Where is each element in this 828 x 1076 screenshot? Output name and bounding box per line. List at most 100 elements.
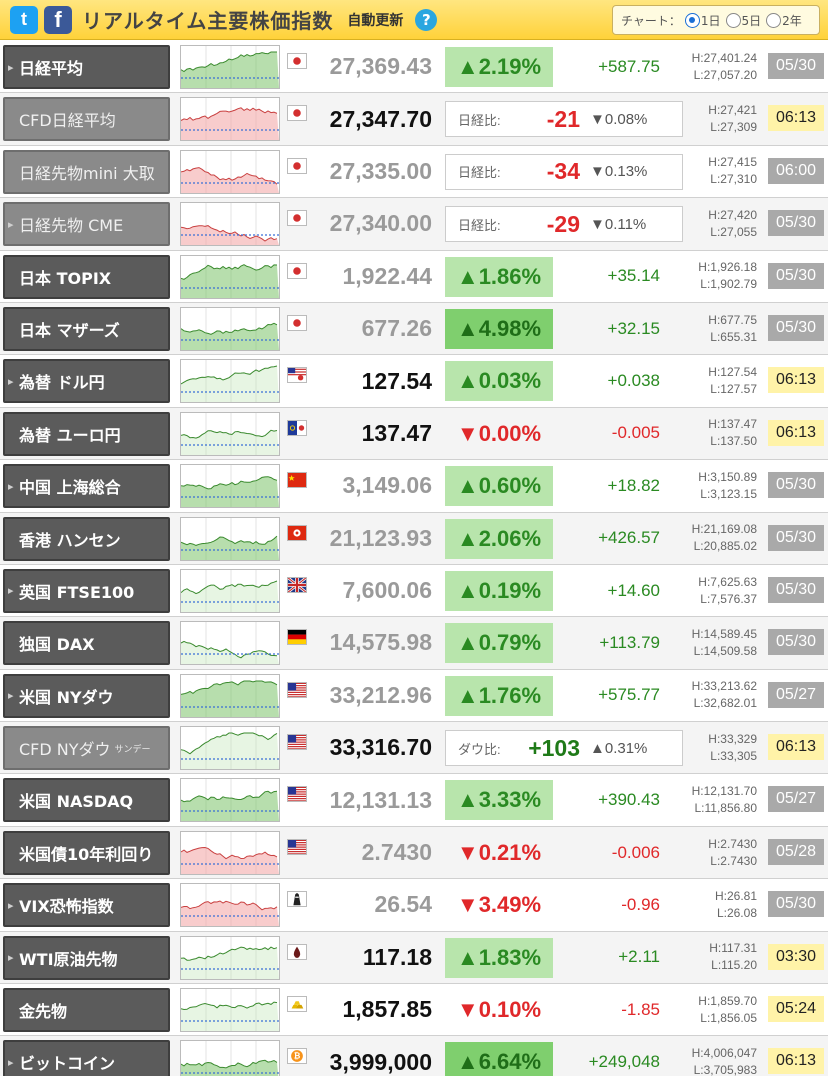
high-low: H:3,150.89 L:3,123.15: [665, 469, 757, 503]
twitter-icon[interactable]: t: [10, 5, 38, 34]
mini-chart[interactable]: [180, 149, 281, 195]
mini-chart[interactable]: [180, 45, 281, 90]
index-row[interactable]: 香港 ハンセン 21,123.93 ▲2.06% +426.57 H:21,169.08…: [0, 512, 828, 565]
mini-chart[interactable]: [180, 464, 281, 510]
high-value: H:21,169.08: [691, 522, 757, 537]
change-value: +0.038: [607, 371, 660, 391]
index-name-button[interactable]: 日本 マザーズ: [3, 306, 170, 351]
index-row[interactable]: 米国 NYダウ33,212.96▲1.76%+575.77H:33,213.62…: [0, 670, 828, 723]
index-row[interactable]: 英国 FTSE1007,600.06▲0.19%+14.60H:7,625.63…: [0, 565, 828, 618]
svg-text:₿: ₿: [294, 1052, 301, 1061]
index-name-button[interactable]: CFD日経平均: [3, 97, 170, 142]
index-name-button[interactable]: VIX恐怖指数: [3, 883, 170, 928]
index-row[interactable]: 日経先物 CME 27,340.00 日経比: -29 ▼0.11% H:27,420 L:…: [0, 198, 828, 251]
index-row[interactable]: 米国 NASDAQ 12,131.13 ▲3.33% +390.43 H:12,131.…: [0, 774, 828, 827]
index-name-button[interactable]: 為替 ユーロ円: [3, 411, 170, 456]
mini-chart[interactable]: [180, 254, 281, 300]
mini-chart[interactable]: [180, 935, 281, 981]
index-row[interactable]: WTI原油先物 117.18 ▲1.83% +2.11 H:117.31 L:115.20…: [0, 931, 828, 985]
high-value: H:27,415: [708, 155, 757, 170]
radio-icon[interactable]: [766, 12, 782, 28]
mini-chart[interactable]: [180, 988, 281, 1034]
radio-icon[interactable]: [725, 12, 741, 28]
index-name-button[interactable]: 為替 ドル円: [3, 359, 170, 404]
cfd-comparison-label: 日経比:: [458, 217, 501, 233]
mini-chart[interactable]: [180, 726, 281, 772]
index-name-button[interactable]: ビットコイン: [3, 1040, 170, 1076]
index-name: 為替 ユーロ円: [19, 425, 121, 445]
chart-period-5d-radio[interactable]: 5日: [725, 12, 761, 29]
index-name-button[interactable]: 日本 TOPIX: [3, 254, 170, 299]
high-value: H:2.7430: [708, 836, 757, 851]
mini-chart[interactable]: [180, 516, 281, 562]
index-name-button[interactable]: WTI原油先物: [3, 935, 170, 980]
change-percent-badge: ▲0.79%: [445, 623, 553, 664]
index-row[interactable]: ビットコイン₿3,999,000▲6.64%+249,048H:4,006,04…: [0, 1036, 828, 1076]
us-flag-icon: [287, 786, 307, 803]
chart-period-1d-radio[interactable]: 1日: [684, 12, 721, 29]
index-name-button[interactable]: 金先物: [3, 988, 170, 1033]
high-value: H:7,625.63: [698, 574, 757, 589]
price-value: 1,922.44: [342, 262, 432, 289]
auto-update-label: 自動更新: [347, 12, 404, 29]
chart-period-2y-radio[interactable]: 2年: [766, 12, 802, 29]
index-row[interactable]: 為替 ドル円 127.54 ▲0.03% +0.038 H:127.54 L:127.57…: [0, 355, 828, 408]
change-percent-badge: ▼3.49%: [456, 892, 542, 918]
price-value: 677.26: [361, 315, 432, 342]
low-value: L:137.50: [710, 434, 757, 449]
price-value: 3,999,000: [329, 1048, 432, 1075]
index-name-button[interactable]: CFD NYダウ サンデー: [3, 726, 170, 771]
high-low: H:21,169.08 L:20,885.02: [665, 521, 757, 555]
cfd-diff-percent: ▲0.31%: [590, 739, 648, 757]
index-row[interactable]: 日経平均 27,369.43 ▲2.19% +587.75 H:27,401.24 L:2…: [0, 41, 828, 94]
index-row[interactable]: 為替 ユーロ円 137.47 ▼0.00% -0.005 H:137.47 L:137.5…: [0, 407, 828, 461]
mini-chart[interactable]: [180, 568, 281, 614]
low-value: L:27,055: [710, 224, 757, 239]
index-name-button[interactable]: 米国 NYダウ: [3, 673, 170, 718]
index-name-button[interactable]: 中国 上海総合: [3, 464, 170, 509]
index-name-button[interactable]: 日経先物 CME: [3, 202, 170, 247]
high-value: H:1,859.70: [698, 993, 757, 1008]
index-name-button[interactable]: 日経先物mini 大取: [3, 149, 170, 194]
index-row[interactable]: 中国 上海総合 3,149.06 ▲0.60% +18.82 H:3,150.89 L:3…: [0, 460, 828, 513]
mini-chart[interactable]: [180, 306, 281, 352]
index-name-button[interactable]: 米国 NASDAQ: [3, 778, 170, 823]
mini-chart[interactable]: [180, 673, 281, 719]
index-name-button[interactable]: 日経平均: [3, 45, 170, 89]
index-row[interactable]: 独国 DAX 14,575.98 ▲0.79% +113.79 H:14,589.45 L…: [0, 617, 828, 670]
mini-chart[interactable]: [180, 883, 281, 929]
index-name: 米国 NYダウ: [19, 687, 114, 707]
index-row[interactable]: 日本 マザーズ 677.26 ▲4.98% +32.15 H:677.75 L:655.3…: [0, 302, 828, 356]
mini-chart[interactable]: [180, 1040, 281, 1076]
mini-chart[interactable]: [180, 830, 281, 876]
mini-chart[interactable]: [180, 621, 281, 667]
cfd-comparison-label: 日経比:: [458, 112, 501, 128]
index-row[interactable]: 日経先物mini 大取 27,335.00 日経比: -34 ▼0.13% H:27,41…: [0, 146, 828, 199]
mini-chart[interactable]: [180, 411, 281, 457]
mini-chart[interactable]: [180, 778, 281, 824]
index-name-button[interactable]: 米国債10年利回り: [3, 830, 170, 875]
high-low: H:12,131.70 L:11,856.80: [665, 783, 757, 817]
high-low: H:7,625.63 L:7,576.37: [665, 574, 757, 608]
mini-chart[interactable]: [180, 359, 281, 405]
index-row[interactable]: 米国債10年利回り 2.7430 ▼0.21% -0.006 H:2.7430 L:2.7…: [0, 826, 828, 880]
index-row[interactable]: CFD日経平均 27,347.70 日経比: -21 ▼0.08% H:27,421 L:2…: [0, 93, 828, 146]
index-row[interactable]: CFD NYダウ サンデー 33,316.70 ダウ比: +103 ▲0.31% H:33,…: [0, 722, 828, 775]
mini-chart[interactable]: [180, 97, 281, 143]
high-value: H:26.81: [714, 888, 757, 903]
index-table: 日経平均 27,369.43 ▲2.19% +587.75 H:27,401.24 L:2…: [0, 41, 828, 1076]
index-row[interactable]: 金先物 1,857.85 ▼0.10% -1.85 H:1,859.70 L:1,856.…: [0, 984, 828, 1037]
index-name-button[interactable]: 香港 ハンセン: [3, 516, 170, 561]
change-percent-badge: ▲0.19%: [445, 570, 553, 611]
price-value: 137.47: [361, 419, 432, 446]
radio-selected-icon[interactable]: [684, 12, 700, 28]
help-icon[interactable]: ?: [415, 8, 438, 31]
facebook-icon[interactable]: f: [44, 5, 72, 34]
update-time-badge: 05/27: [768, 681, 824, 708]
mini-chart[interactable]: [180, 202, 281, 248]
index-name-button[interactable]: 英国 FTSE100: [3, 568, 170, 613]
index-name-button[interactable]: 独国 DAX: [3, 621, 170, 666]
index-row[interactable]: VIX恐怖指数 26.54 ▼3.49% -0.96 H:26.81 L:26.08 05/…: [0, 879, 828, 932]
index-name: WTI原油先物: [19, 949, 118, 969]
index-row[interactable]: 日本 TOPIX 1,922.44 ▲1.86% +35.14 H:1,926.18 L:…: [0, 251, 828, 303]
